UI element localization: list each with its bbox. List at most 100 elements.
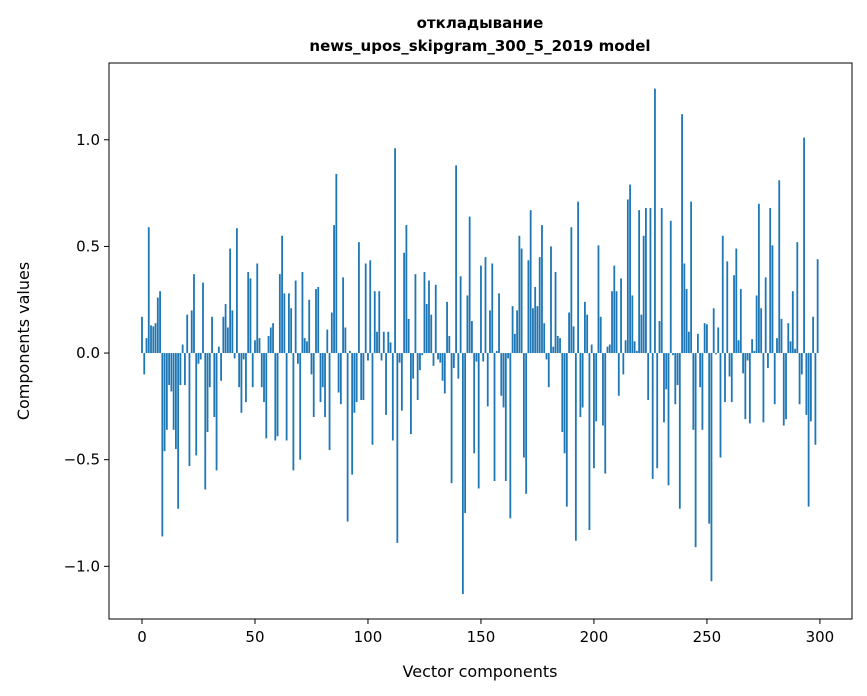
bar-292	[800, 353, 803, 375]
bar-25	[197, 353, 200, 364]
bar-278	[769, 208, 772, 354]
bar-64	[285, 353, 288, 441]
bar-50	[254, 340, 256, 354]
bar-75	[310, 353, 313, 375]
bar-24	[195, 353, 198, 456]
bar-104	[376, 331, 378, 354]
bar-257	[721, 235, 724, 354]
bar-190	[570, 227, 573, 354]
bar-297	[812, 316, 815, 354]
bar-66	[290, 308, 293, 354]
bar-191	[572, 326, 575, 354]
bar-87	[337, 353, 340, 393]
bar-145	[468, 216, 471, 354]
bar-294	[805, 353, 808, 415]
bar-221	[640, 314, 643, 354]
bar-92	[348, 350, 351, 354]
bar-28	[204, 353, 207, 490]
bar-253	[712, 308, 715, 354]
bar-151	[482, 353, 485, 362]
bar-270	[751, 339, 754, 354]
bar-68	[294, 280, 297, 354]
x-tick-label: 250	[693, 628, 722, 646]
bar-284	[782, 353, 785, 426]
bar-243	[690, 201, 693, 354]
bar-251	[708, 353, 711, 524]
bar-15	[174, 353, 177, 450]
bar-167	[518, 235, 521, 354]
bar-176	[538, 257, 541, 354]
bar-76	[312, 353, 315, 418]
bar-77	[315, 289, 317, 354]
bar-209	[613, 265, 616, 354]
bar-227	[654, 88, 656, 354]
bar-52	[258, 338, 261, 354]
bar-69	[297, 353, 299, 364]
bar-263	[735, 248, 738, 354]
bar-170	[525, 353, 528, 494]
bar-220	[638, 210, 641, 354]
bar-109	[387, 331, 390, 354]
bar-135	[446, 301, 448, 354]
bar-266	[742, 353, 744, 374]
bar-27	[202, 282, 204, 354]
bar-143	[464, 353, 467, 514]
bar-38	[226, 327, 229, 354]
bar-178	[543, 323, 546, 354]
bar-283	[780, 318, 783, 354]
bar-148	[475, 353, 478, 362]
bar-168	[520, 248, 523, 354]
bar-49	[251, 353, 254, 388]
bar-59	[274, 353, 277, 441]
bar-298	[814, 353, 817, 445]
bar-173	[532, 308, 534, 354]
bar-196	[583, 301, 586, 354]
bar-155	[491, 263, 494, 354]
bar-225	[649, 208, 652, 354]
bar-9	[161, 353, 164, 537]
bar-157	[495, 350, 498, 354]
bar-244	[692, 353, 695, 430]
bar-159	[500, 353, 503, 396]
bar-17	[179, 353, 182, 386]
bars-group	[141, 88, 819, 595]
bar-264	[737, 340, 740, 354]
bar-117	[405, 225, 408, 354]
bar-152	[484, 257, 487, 354]
y-axis-label: Components values	[14, 262, 33, 420]
bar-127	[428, 280, 430, 354]
bar-58	[272, 323, 274, 354]
bar-153	[486, 353, 489, 407]
bar-212	[620, 278, 622, 354]
bar-186	[561, 353, 564, 432]
bar-239	[681, 114, 683, 354]
x-tick-label: 300	[806, 628, 835, 646]
bar-184	[556, 335, 559, 354]
bar-82	[326, 329, 329, 354]
bar-6	[154, 323, 157, 354]
bar-0	[141, 316, 143, 354]
bar-124	[421, 353, 424, 356]
bar-259	[726, 261, 729, 354]
bar-237	[676, 353, 679, 386]
bar-90	[344, 327, 347, 354]
y-axis: −1.0 −0.5 0.0 0.5 1.0	[64, 131, 109, 575]
y-tick-label: 1.0	[76, 131, 100, 149]
bar-211	[617, 353, 620, 396]
bar-252	[710, 353, 713, 582]
bar-296	[809, 353, 812, 422]
bar-246	[696, 333, 699, 354]
bar-187	[563, 353, 566, 454]
bar-33	[215, 353, 218, 471]
bar-112	[394, 148, 396, 354]
bar-188	[565, 353, 568, 507]
bar-204	[602, 353, 604, 426]
bar-94	[353, 353, 356, 413]
bar-85	[333, 225, 335, 354]
chart-title-line2: news_upos_skipgram_300_5_2019 model	[309, 37, 650, 55]
bar-22	[190, 310, 193, 354]
bar-70	[299, 353, 302, 460]
bar-103	[373, 291, 376, 354]
bar-95	[355, 353, 358, 403]
bar-150	[480, 265, 482, 354]
